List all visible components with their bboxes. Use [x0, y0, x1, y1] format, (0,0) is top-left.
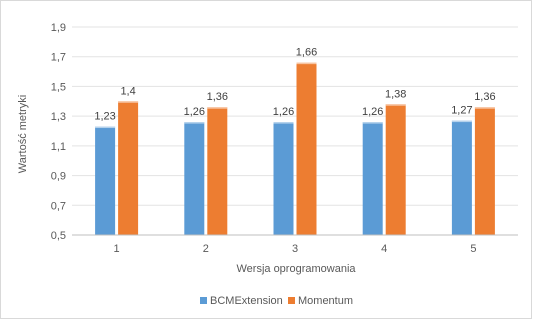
y-tick-label: 1,3 [51, 111, 66, 123]
bar-momentum-1 [118, 101, 139, 236]
y-tick-label: 1,1 [51, 141, 66, 153]
bar-bcmextension-5 [451, 120, 472, 235]
data-label-bcmextension-1: 1,23 [94, 111, 115, 123]
bar-top-highlight [296, 62, 317, 65]
legend-label-bcmextension: BCMExtension [210, 295, 283, 307]
data-label-bcmextension-2: 1,26 [184, 106, 205, 118]
legend: BCMExtension Momentum [200, 295, 353, 307]
x-tick-label: 3 [292, 243, 298, 255]
x-tick-label: 2 [203, 243, 209, 255]
data-label-bcmextension-5: 1,27 [451, 105, 472, 117]
x-axis-ticks: 1 2 3 4 5 [114, 243, 477, 255]
legend-label-momentum: Momentum [298, 295, 353, 307]
bar-bcmextension-1 [95, 126, 116, 235]
y-tick-label: 1,5 [51, 81, 66, 93]
data-label-momentum-1: 1,4 [120, 85, 135, 97]
bar-top-highlight [385, 104, 406, 106]
x-axis-title: Wersja oprogramowania [236, 263, 356, 275]
data-label-bcmextension-4: 1,26 [362, 106, 383, 118]
bar-momentum-5 [474, 107, 495, 235]
y-tick-label: 1,9 [51, 22, 66, 34]
x-tick-label: 1 [114, 243, 120, 255]
bar-bcmextension-4 [362, 122, 383, 235]
bar-bcmextension-2 [184, 122, 205, 235]
data-label-bcmextension-3: 1,26 [273, 106, 294, 118]
y-axis-ticks: 0,5 0,7 0,9 1,1 1,3 1,5 1,7 1,9 [51, 22, 66, 242]
bar-top-highlight [118, 101, 139, 103]
bar-top-highlight [362, 122, 383, 124]
data-labels: 1,231,41,261,361,261,661,261,381,271,36 [94, 47, 495, 123]
bar-momentum-3 [296, 62, 317, 236]
data-label-momentum-2: 1,36 [207, 91, 228, 103]
y-axis-title: Wartość metryki [17, 95, 29, 173]
bars [95, 62, 495, 236]
y-tick-label: 0,5 [51, 230, 66, 242]
bar-top-highlight [273, 122, 294, 124]
legend-swatch-bcmextension [200, 297, 207, 304]
y-tick-label: 1,7 [51, 52, 66, 64]
gridlines [72, 26, 518, 206]
bar-top-highlight [474, 107, 495, 109]
x-tick-label: 5 [470, 243, 476, 255]
legend-swatch-momentum [288, 297, 295, 304]
bar-top-highlight [451, 120, 472, 123]
bar-momentum-2 [207, 107, 228, 235]
y-tick-label: 0,9 [51, 171, 66, 183]
bar-top-highlight [95, 126, 116, 129]
bar-momentum-4 [385, 104, 406, 235]
y-tick-label: 0,7 [51, 200, 66, 212]
x-tick-label: 4 [381, 243, 387, 255]
bar-bcmextension-3 [273, 122, 294, 235]
data-label-momentum-3: 1,66 [296, 47, 317, 59]
bar-top-highlight [184, 122, 205, 124]
bar-top-highlight [207, 107, 228, 109]
data-label-momentum-5: 1,36 [474, 91, 495, 103]
data-label-momentum-4: 1,38 [385, 88, 406, 100]
